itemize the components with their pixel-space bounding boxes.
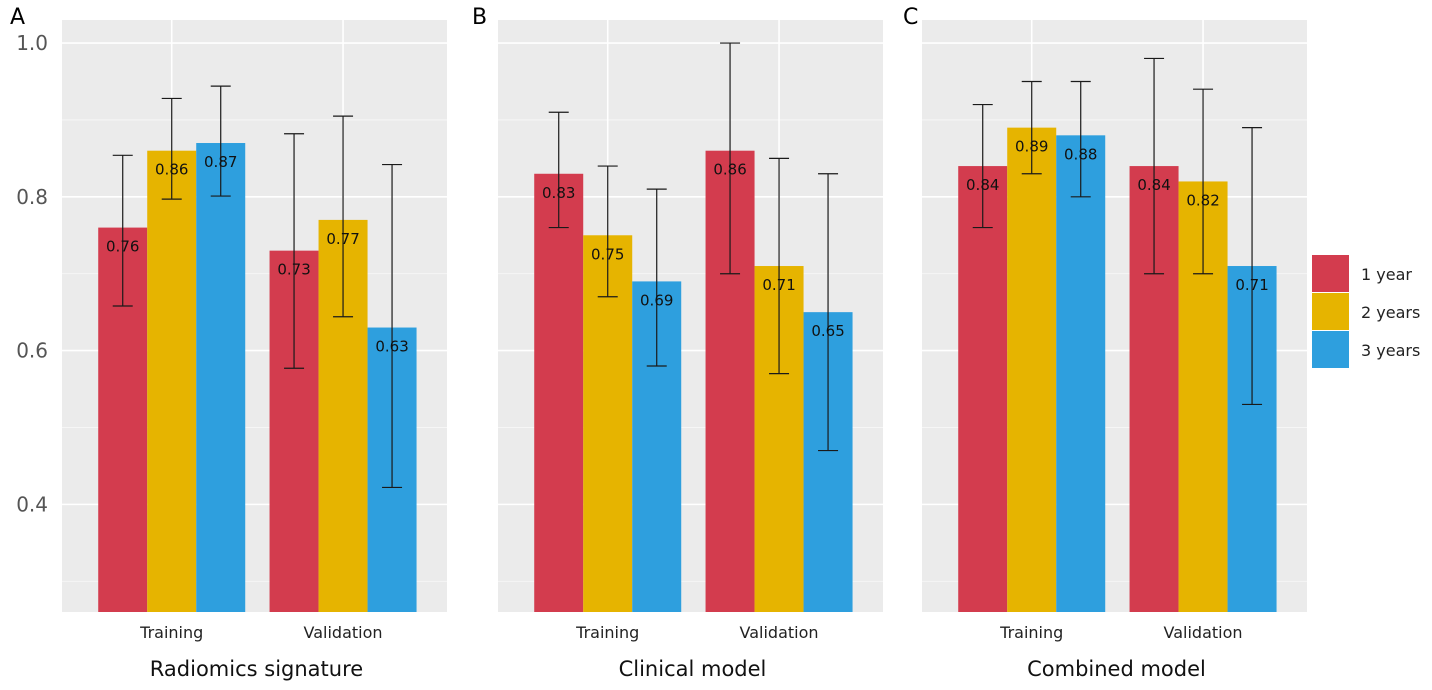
bar-1-year-training[interactable] [958, 166, 1008, 612]
legend-label: 2 years [1361, 303, 1420, 322]
panel-b: B 0.83 0.86 0.75 0.71 0.69 0.65 Training Validat… [472, 5, 883, 681]
bar-2-years-training[interactable] [147, 150, 197, 612]
panel-letter: B [472, 5, 487, 30]
x-axis-title: Combined model [1027, 657, 1206, 681]
legend: 1 year 2 years 3 years [1312, 255, 1420, 368]
data-label: 0.83 [542, 184, 575, 202]
bar-3-years-training[interactable] [196, 143, 246, 612]
data-label: 0.87 [204, 153, 237, 171]
bar-2-years-training[interactable] [583, 235, 633, 613]
data-label: 0.69 [640, 291, 673, 309]
data-label: 0.71 [1235, 276, 1268, 294]
data-label: 0.77 [326, 230, 359, 248]
x-tick-label: Validation [1164, 623, 1243, 642]
x-tick-label: Training [575, 623, 639, 642]
panel-letter: A [10, 5, 25, 30]
data-label: 0.89 [1015, 138, 1048, 156]
y-tick-label: 1.0 [16, 31, 48, 55]
x-tick-label: Training [139, 623, 203, 642]
legend-key-3-years[interactable] [1312, 331, 1349, 368]
data-label: 0.86 [155, 161, 188, 179]
legend-key-1-year[interactable] [1312, 255, 1349, 292]
data-label: 0.76 [106, 238, 139, 256]
data-label: 0.86 [713, 161, 746, 179]
legend-key-2-years[interactable] [1312, 293, 1349, 330]
y-tick-label: 0.6 [16, 339, 48, 363]
legend-label: 3 years [1361, 341, 1420, 360]
data-label: 0.71 [762, 276, 795, 294]
x-tick-label: Validation [740, 623, 819, 642]
data-label: 0.82 [1186, 191, 1219, 209]
bar-3-years-training[interactable] [1056, 135, 1106, 612]
panel-letter: C [903, 5, 918, 30]
data-label: 0.75 [591, 245, 624, 263]
data-label: 0.88 [1064, 145, 1097, 163]
bar-1-year-training[interactable] [534, 173, 584, 612]
x-axis-title: Radiomics signature [150, 657, 363, 681]
legend-label: 1 year [1361, 265, 1412, 284]
x-axis-title: Clinical model [619, 657, 767, 681]
y-tick-label: 0.8 [16, 185, 48, 209]
panel-a: 0.4 0.6 0.8 1.0A 0.76 0.73 0.86 0.77 0.87 0.63 Tra… [10, 5, 447, 681]
bar-2-years-training[interactable] [1007, 127, 1057, 613]
data-label: 0.84 [966, 176, 999, 194]
x-tick-label: Training [999, 623, 1063, 642]
panel-c: C 0.84 0.84 0.89 0.82 0.88 0.71 Training Validat… [903, 5, 1307, 681]
data-label: 0.63 [375, 338, 408, 356]
data-label: 0.84 [1137, 176, 1170, 194]
data-label: 0.73 [277, 261, 310, 279]
x-tick-label: Validation [304, 623, 383, 642]
y-tick-label: 0.4 [16, 492, 48, 516]
data-label: 0.65 [811, 322, 844, 340]
